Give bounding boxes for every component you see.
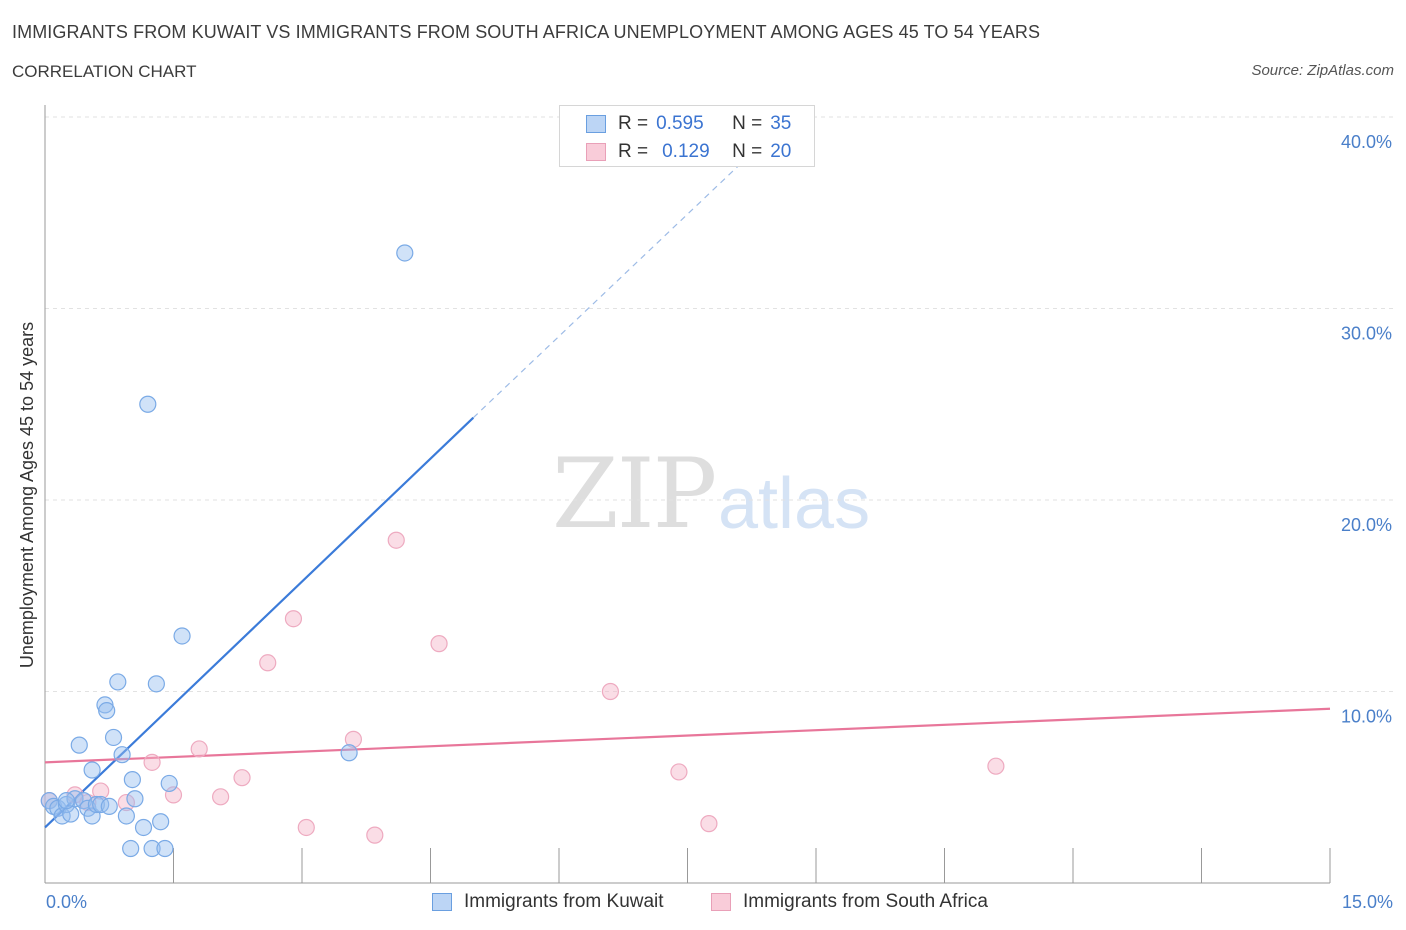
south-africa-point	[700, 815, 718, 833]
kuwait-point	[70, 736, 88, 754]
y-tick-label: 10.0%	[1341, 707, 1392, 727]
kuwait-point	[104, 728, 123, 747]
kuwait-point	[57, 792, 76, 810]
bottom-legend-label-kuwait: Immigrants from Kuwait	[464, 891, 664, 912]
kuwait-point	[87, 795, 106, 814]
bottom-legend-kuwait: Immigrants from Kuwait	[432, 889, 664, 915]
south-africa-point	[190, 740, 208, 758]
south-africa-point	[430, 635, 448, 653]
legend-n-south-africa: 20	[770, 141, 792, 162]
south-africa-point	[297, 818, 315, 837]
legend-n-label: N =	[732, 113, 763, 134]
kuwait-point	[156, 839, 174, 858]
y-tick-label: 40.0%	[1341, 132, 1392, 152]
bottom-legend-swatch-kuwait	[432, 893, 452, 911]
legend-r-kuwait: 0.595	[656, 113, 704, 134]
south-africa-point	[259, 654, 277, 672]
kuwait-point	[98, 702, 116, 720]
kuwait-point	[83, 761, 101, 779]
kuwait-point	[123, 770, 141, 789]
kuwait-point	[122, 839, 140, 858]
trend-line-south-africa	[44, 707, 1331, 764]
gridlines	[45, 116, 1395, 692]
legend-row-south-africa: R = 0.129 N = 20	[586, 140, 791, 164]
bottom-legend-south-africa: Immigrants from South Africa	[711, 889, 988, 915]
y-tick-label: 30.0%	[1341, 324, 1392, 344]
kuwait-point	[147, 675, 165, 693]
kuwait-point	[57, 795, 76, 814]
south-africa-point	[987, 757, 1005, 775]
legend-r-label: R =	[618, 141, 649, 162]
kuwait-point	[152, 813, 170, 831]
trend-line-kuwait-extension	[472, 156, 748, 419]
south-africa-point	[92, 782, 110, 800]
kuwait-point	[396, 244, 414, 262]
south-africa-point	[284, 610, 303, 628]
bottom-legend-label-south-africa: Immigrants from South Africa	[743, 891, 988, 912]
watermark-zip: ZIP	[552, 438, 717, 550]
kuwait-point	[340, 744, 358, 762]
south-africa-point	[670, 763, 688, 781]
source-label: Source: ZipAtlas.com	[1251, 62, 1394, 79]
x-tick-label-max: 15.0%	[1342, 892, 1393, 912]
x-tick-label-min: 0.0%	[46, 892, 87, 912]
y-tick-label: 20.0%	[1341, 515, 1392, 535]
kuwait-point	[109, 673, 127, 691]
south-africa-point	[212, 788, 230, 806]
y-axis-title: Unemployment Among Ages 45 to 54 years	[17, 322, 37, 668]
south-africa-point	[601, 682, 620, 701]
trend-lines	[44, 156, 1331, 829]
watermark-atlas: atlas	[718, 464, 871, 544]
legend-r-label: R =	[618, 113, 649, 134]
chart-subtitle: CORRELATION CHART	[12, 62, 197, 81]
legend-row-kuwait: R = 0.595 N = 35	[586, 112, 791, 136]
south-africa-point	[387, 531, 405, 549]
data-points	[40, 244, 1005, 858]
bottom-legend-swatch-south-africa	[711, 893, 731, 911]
south-africa-point	[366, 826, 384, 844]
kuwait-point	[134, 818, 153, 837]
legend-n-label: N =	[732, 141, 763, 162]
kuwait-point	[126, 790, 144, 808]
legend-n-kuwait: 35	[770, 113, 792, 134]
kuwait-point	[139, 395, 157, 413]
legend-r-south-africa: 0.129	[662, 141, 710, 162]
kuwait-point	[113, 746, 131, 764]
south-africa-point	[117, 793, 135, 812]
kuwait-point	[100, 797, 118, 816]
south-africa-point	[233, 769, 251, 787]
axes	[44, 105, 1331, 884]
kuwait-point	[160, 774, 178, 793]
south-africa-point	[344, 730, 362, 748]
south-africa-point	[66, 786, 84, 804]
kuwait-point	[173, 627, 191, 645]
trend-line-kuwait	[44, 416, 475, 829]
kuwait-point	[143, 839, 161, 858]
kuwait-point	[117, 807, 135, 825]
legend-swatch-south-africa	[586, 143, 606, 161]
tick-labels: 10.0% 20.0% 30.0% 40.0% 0.0% 15.0% Unemploymen…	[17, 132, 1393, 912]
chart-title: IMMIGRANTS FROM KUWAIT VS IMMIGRANTS FRO…	[12, 22, 1041, 42]
south-africa-point	[143, 753, 161, 771]
legend-swatch-kuwait	[586, 115, 606, 133]
stats-legend: R = 0.595 N = 35 R = 0.129 N = 20	[559, 105, 815, 167]
